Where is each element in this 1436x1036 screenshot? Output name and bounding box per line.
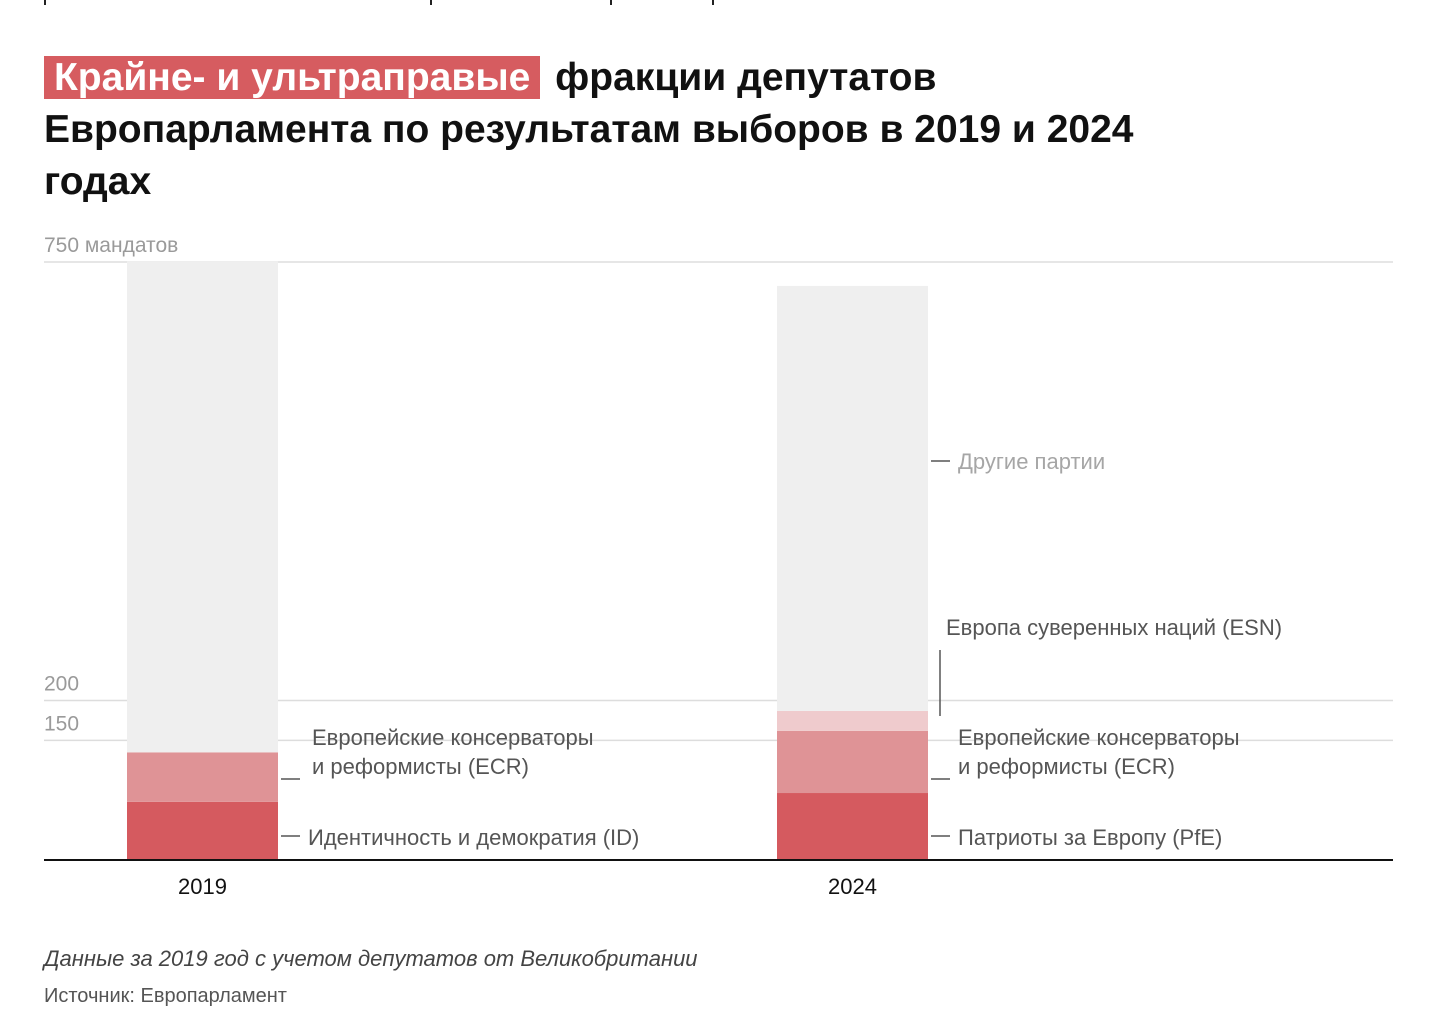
label-2024-ecr-line2: и реформисты (ECR) [958,754,1175,779]
label-2019-far-right: Идентичность и демократия (ID) [308,825,639,850]
chart-title: Крайне- и ультраправые фракции депутатов… [44,52,1164,208]
source-credit: Источник: Европарламент [44,985,287,1007]
top-strip [44,0,744,6]
label-2019-ecr: Европейские консерваторы [312,725,594,750]
bar-2019-far_right [127,801,278,860]
bar-2024-far_right [777,793,928,860]
label-2024-far-right: Патриоты за Европу (PfE) [958,825,1222,850]
bar-2024-other [777,285,928,711]
footnote: Данные за 2019 год с учетом депутатов от… [44,946,698,971]
bar-2019-ecr [127,752,278,802]
stacked-bar-chart: 750 мандатов 200 150 2019 2024 Идентичность и… [44,234,1393,899]
label-2024-other: Другие партии [958,449,1105,474]
x-tick-label-2019: 2019 [178,874,227,899]
title-highlight: Крайне- и ультраправые [44,56,541,99]
label-2024-ecr: Европейские консерваторы [958,725,1240,750]
label-2019-ecr-line2: и реформисты (ECR) [312,754,529,779]
bar-2024-esn [777,710,928,731]
bar-2019-other [127,261,278,753]
y-tick-label-150: 150 [44,712,79,735]
label-2024-esn: Европа суверенных наций (ESN) [946,615,1282,640]
y-tick-label-200: 200 [44,673,79,696]
y-tick-label-750: 750 мандатов [44,234,178,257]
title-rest: фракции депутатов Европарламента по резу… [44,56,1134,203]
bar-2024-ecr [777,730,928,794]
x-tick-label-2024: 2024 [828,874,877,899]
